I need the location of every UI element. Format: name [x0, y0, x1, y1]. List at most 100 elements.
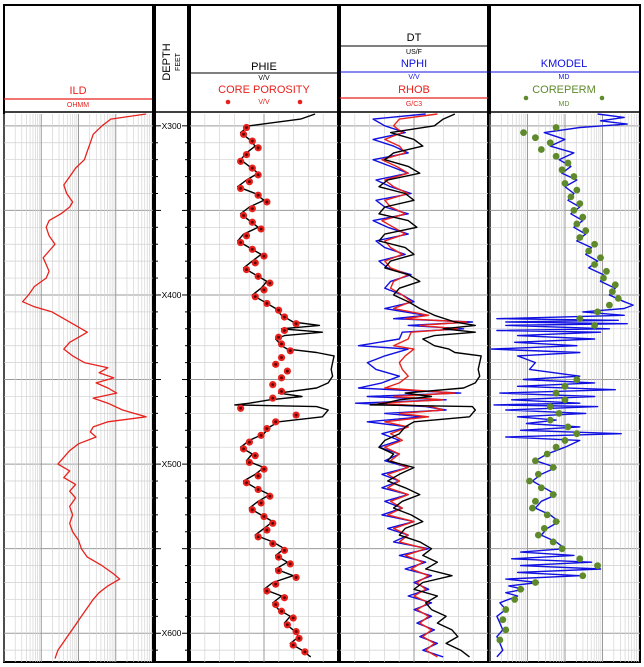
coreperm-point — [537, 484, 545, 492]
coreperm-point — [511, 596, 519, 603]
phie-name: PHIE — [251, 61, 277, 73]
depth-axis: X300 X400 X500 X600 — [155, 121, 188, 651]
kmodel-name: KMODEL — [541, 58, 587, 70]
coreperm-point — [606, 301, 613, 309]
coreperm-point — [526, 477, 533, 485]
grid-ild — [3, 114, 153, 662]
phie-unit: V/V — [258, 75, 270, 82]
core-porosity-point-center — [283, 315, 286, 319]
coreperm-point — [549, 491, 557, 498]
core-porosity-point-center — [283, 596, 286, 600]
core-porosity-point-center — [277, 335, 280, 339]
coreperm-point — [549, 464, 557, 471]
coreperm-point — [564, 159, 572, 167]
coreperm-point — [555, 409, 563, 417]
coreperm-point — [532, 579, 539, 586]
core-porosity-point-center — [303, 650, 307, 654]
core-points-perm — [496, 124, 622, 644]
core-porosity-point-center — [262, 515, 266, 518]
core-porosity-point-center — [280, 609, 283, 613]
coreperm-point — [517, 585, 524, 593]
coreperm-point — [540, 524, 548, 532]
core-porosity-point-center — [294, 576, 298, 579]
dt-unit: US/F — [406, 49, 422, 56]
core-porosity-point-center — [262, 254, 266, 258]
coreperm-point — [552, 518, 560, 526]
core-porosity-point-center — [242, 214, 245, 217]
core-porosity-point-center — [288, 349, 292, 353]
core-porosity-point-center — [294, 413, 298, 417]
core-porosity-point-center — [285, 369, 289, 373]
coreperm-point — [579, 213, 587, 221]
coreperm-point — [573, 220, 581, 228]
coreperm-point — [552, 152, 560, 160]
core-porosity-point-center — [253, 261, 257, 265]
coreperm-point — [499, 616, 507, 624]
core-porosity-point-center — [259, 227, 263, 231]
coreperm-point — [564, 423, 572, 431]
core-porosity-point-center — [280, 389, 283, 393]
rhob-unit: G/C3 — [406, 101, 422, 108]
core-porosity-point-center — [271, 521, 275, 525]
ild-unit: OHMM — [67, 102, 89, 109]
core-porosity-point-center — [245, 126, 248, 129]
coreperm-point — [573, 186, 581, 194]
depth-unit: FEET — [175, 52, 182, 71]
coreperm-point — [561, 437, 569, 444]
coreperm-point — [552, 124, 560, 131]
core-porosity-point-center — [277, 308, 280, 312]
core-points-phie — [237, 123, 309, 656]
coreperm-point — [534, 531, 542, 539]
header-phie: PHIE V/V CORE POROSITY V/V — [190, 61, 338, 106]
core-porosity-point-center — [259, 433, 263, 437]
coreperm-point — [502, 626, 510, 634]
coreperm-point — [532, 497, 539, 505]
core-porosity-point-center — [265, 589, 269, 593]
core-porosity-legend-dot — [225, 99, 231, 105]
coreperm-name: COREPERM — [532, 84, 596, 96]
header-perm: KMODEL MD COREPERM MD — [490, 58, 640, 108]
core-porosity-point-center — [242, 132, 245, 136]
core-porosity-point-center — [280, 356, 283, 359]
rhob-name: RHOB — [398, 84, 430, 96]
nphi-unit: V/V — [408, 74, 420, 81]
curve-dt — [369, 113, 482, 658]
core-porosity-point-center — [250, 247, 254, 251]
core-porosity-point-center — [274, 603, 278, 606]
coreperm-point — [496, 636, 504, 644]
nphi-name: NPHI — [401, 58, 427, 70]
coreperm-point — [576, 555, 584, 563]
kmodel-unit: MD — [559, 74, 570, 81]
header-ild: ILD OHMM — [4, 85, 152, 109]
coreperm-point — [582, 227, 590, 235]
core-porosity-point-center — [250, 508, 254, 512]
coreperm-point — [573, 376, 581, 383]
core-porosity-legend-dot — [297, 99, 303, 105]
coreperm-point — [543, 450, 551, 458]
core-porosity-point-center — [256, 146, 260, 150]
coreperm-point — [570, 173, 578, 180]
coreperm-point — [576, 200, 584, 208]
depth-tick-label: X400 — [162, 290, 182, 300]
coreperm-point — [534, 470, 542, 478]
depth-name: DEPTH — [161, 43, 173, 80]
coreperm-point — [502, 606, 510, 613]
core-porosity-point-center — [242, 447, 245, 451]
core-porosity-point-center — [294, 630, 298, 633]
core-porosity-point-center — [288, 562, 292, 566]
coreperm-point — [543, 511, 551, 519]
coreperm-legend-dot — [599, 95, 605, 101]
coreperm-point — [600, 274, 607, 282]
coreperm-point — [537, 146, 545, 153]
coreperm-point — [614, 294, 622, 302]
ild-name: ILD — [69, 85, 86, 97]
coreperm-point — [546, 139, 554, 147]
core-porosity-point-center — [277, 569, 280, 573]
core-porosity-point-center — [265, 427, 269, 430]
coreperm-point — [576, 234, 584, 241]
core-porosity-point-center — [294, 322, 298, 326]
core-porosity-point-center — [256, 488, 260, 491]
core-porosity-point-center — [274, 362, 278, 366]
core-porosity-point-center — [245, 153, 248, 156]
coreperm-point — [520, 129, 527, 137]
